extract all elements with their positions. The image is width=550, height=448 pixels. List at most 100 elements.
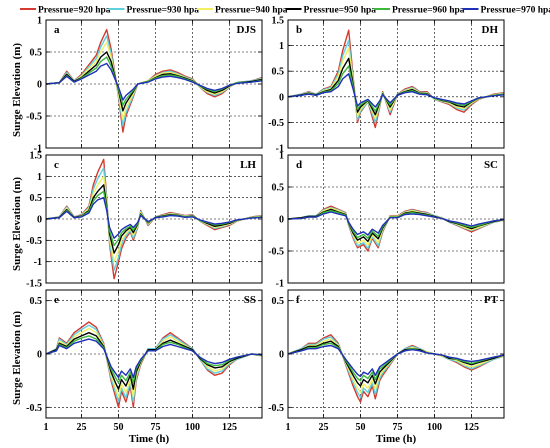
panel-letter: d: [296, 159, 302, 171]
y-tick-label: 0: [279, 350, 284, 361]
legend-entry: Pressrue=930 hpa: [108, 6, 200, 16]
x-tick-label: 75: [392, 422, 402, 433]
y-tick-label: -0.5: [268, 247, 284, 258]
legend-label: Pressrue=920 hpa: [38, 6, 111, 16]
x-tick-label: 1: [44, 422, 49, 433]
panel-b: -1 -0.5 0 0.5 1 1.5 b DH: [268, 16, 505, 155]
x-tick-label: 100: [427, 422, 442, 433]
series-line: [46, 338, 262, 379]
panel-c: -1.5 -1 -0.5 0 0.5 1 1.5 c LH: [26, 151, 263, 290]
x-tick-label: 75: [150, 422, 160, 433]
series-line: [46, 196, 262, 239]
panel-letter: f: [296, 294, 300, 306]
series-line: [288, 336, 504, 399]
panel-letter: c: [54, 159, 59, 171]
series-line: [46, 175, 262, 263]
legend-entry: Pressrue=940 hpa: [197, 6, 288, 16]
x-tick-label: 50: [113, 422, 123, 433]
y-tick-label: 0: [37, 215, 42, 226]
legend-label: Pressrue=940 hpa: [215, 6, 288, 16]
y-tick-label: -0.5: [26, 112, 42, 123]
y-tick-label: 0.5: [30, 193, 43, 204]
y-tick-label: 1: [279, 41, 284, 52]
y-tick-label: -1.5: [26, 279, 42, 290]
legend-entry: Pressrue=960 hpa: [374, 6, 465, 16]
series-line: [288, 211, 504, 236]
station-label: LH: [240, 159, 256, 171]
series-line: [288, 334, 504, 403]
series-line: [288, 47, 504, 120]
y-tick-label: 0.5: [272, 67, 285, 78]
y-tick-label: 0: [279, 215, 284, 226]
y-tick-label: -1: [34, 144, 42, 155]
y-tick-label: -1: [276, 144, 284, 155]
station-label: DJS: [236, 24, 256, 36]
series-group: [46, 158, 262, 280]
y-tick-label: -0.5: [26, 403, 42, 414]
legend-entry: Pressrue=970 hpa: [462, 6, 550, 16]
panel-a: -1 -0.5 0 0.5 1 a DJS: [26, 16, 263, 155]
y-tick-label: 1.5: [272, 16, 285, 27]
series-line: [288, 342, 504, 382]
y-tick-label: -0.5: [268, 118, 284, 129]
legend-entry: Pressrue=950 hpa: [285, 6, 377, 16]
series-line: [288, 338, 504, 394]
panels: -1 -0.5 0 0.5 1 a DJS -1 -0.5 0 0.5 1 1.5 b DH -1.5 -1 -0…: [26, 16, 505, 433]
series-group: [288, 334, 504, 403]
panel-letter: b: [296, 24, 302, 36]
y-tick-label: 1: [279, 151, 284, 162]
series-group: [288, 29, 504, 129]
legend-label: Pressrue=970 hpa: [481, 6, 550, 16]
x-tick-label: 25: [77, 422, 87, 433]
y-tick-label: 0: [279, 92, 284, 103]
x-axis-title-right: Time (h): [376, 433, 417, 445]
y-tick-label: 0.5: [272, 183, 285, 194]
station-label: SS: [244, 294, 256, 306]
y-tick-label: -1: [34, 257, 42, 268]
x-tick-label: 125: [464, 422, 479, 433]
y-tick-label: 1: [37, 16, 42, 27]
series-group: [46, 321, 262, 408]
series-group: [46, 28, 262, 133]
y-axis-title-middle: Surge Elevation (m): [11, 177, 23, 271]
series-group: [288, 205, 504, 252]
station-label: PT: [484, 294, 499, 306]
legend-entry: Pressrue=920 hpa: [20, 6, 111, 16]
legend-label: Pressrue=930 hpa: [127, 6, 200, 16]
x-tick-label: 25: [319, 422, 329, 433]
series-line: [46, 184, 262, 254]
series-line: [288, 73, 504, 108]
y-axis-title-top: Surge Elevation (m): [11, 43, 23, 137]
station-label: DH: [482, 24, 499, 36]
series-line: [288, 57, 504, 116]
plot-frame: [287, 19, 505, 149]
station-label: SC: [484, 159, 498, 171]
y-tick-label: 1.5: [30, 151, 43, 162]
panel-letter: a: [54, 24, 60, 36]
y-tick-label: 0: [37, 80, 42, 91]
y-tick-label: -1: [276, 279, 284, 290]
panel-letter: e: [54, 294, 59, 306]
series-line: [288, 344, 504, 378]
y-tick-label: 0: [37, 350, 42, 361]
x-tick-label: 100: [185, 422, 200, 433]
y-tick-label: 0.5: [30, 296, 43, 307]
x-tick-label: 50: [355, 422, 365, 433]
y-tick-label: 0.5: [30, 48, 43, 59]
y-axis-title-bottom: Surge Elevation (m): [11, 311, 23, 405]
x-tick-label: 125: [222, 422, 237, 433]
legend-label: Pressrue=960 hpa: [392, 6, 465, 16]
legend-label: Pressrue=950 hpa: [304, 6, 377, 16]
x-tick-label: 1: [286, 422, 291, 433]
y-tick-label: -0.5: [26, 236, 42, 247]
y-tick-label: -0.5: [268, 403, 284, 414]
y-tick-label: 0.5: [272, 296, 285, 307]
legend: Pressrue=920 hpa Pressrue=930 hpa Pressrue…: [20, 6, 550, 16]
y-tick-label: 1: [37, 172, 42, 183]
x-axis-title-left: Time (h): [129, 433, 170, 445]
panel-d: -1 -0.5 0 0.5 1 d SC: [268, 151, 505, 290]
series-line: [46, 62, 262, 101]
